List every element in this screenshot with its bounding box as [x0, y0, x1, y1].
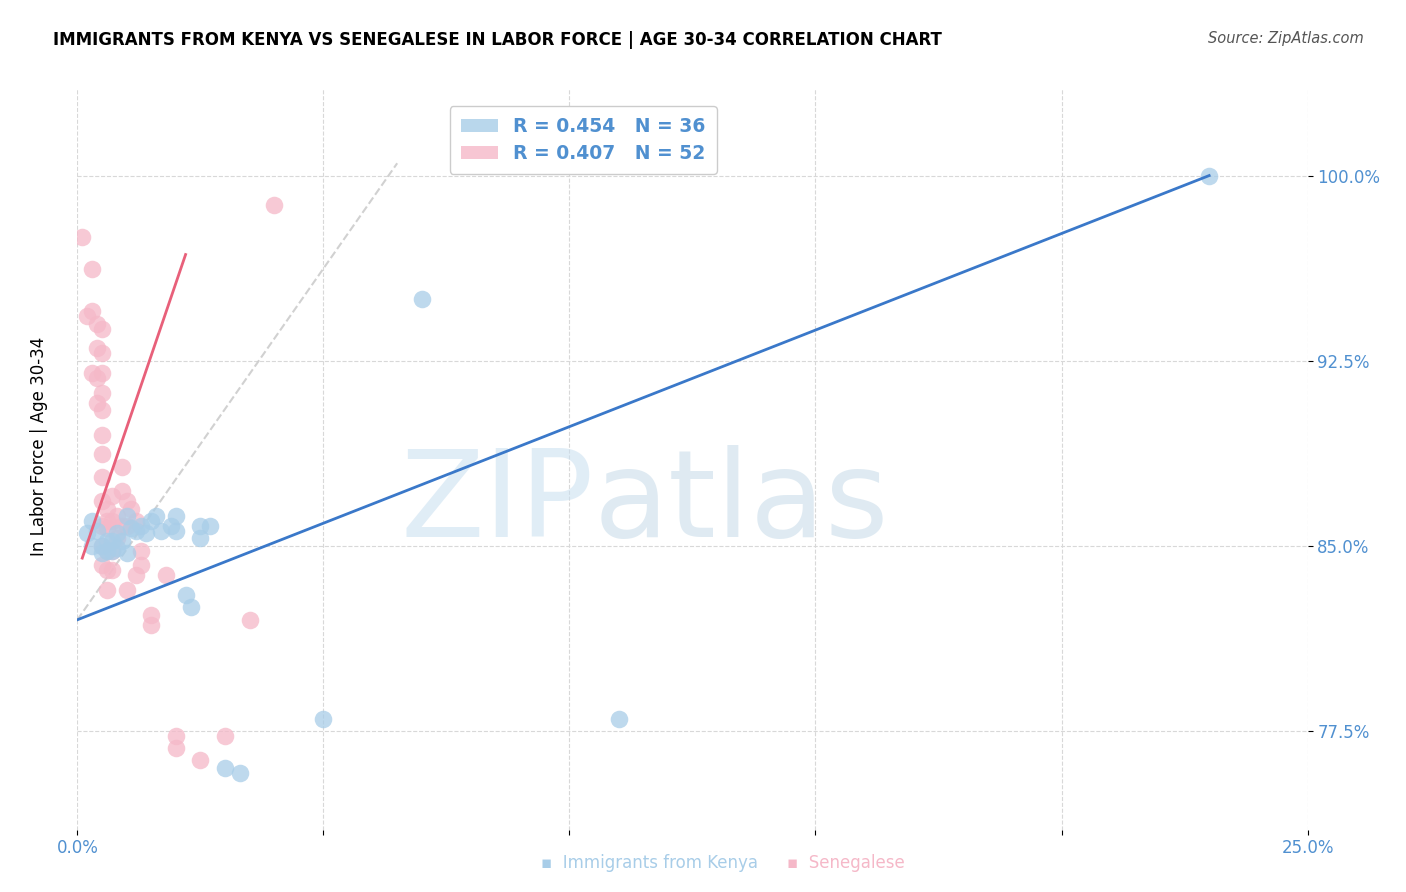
Point [101, 543, 124, 558]
Text: ZIP: ZIP [401, 445, 595, 562]
Point [312, 711, 335, 725]
Point [76, 526, 98, 541]
Point [96, 514, 118, 528]
Point [125, 524, 148, 538]
Point [86, 341, 108, 355]
Point [214, 761, 236, 775]
Text: IMMIGRANTS FROM KENYA VS SENEGALESE IN LABOR FORCE | AGE 30-34 CORRELATION CHART: IMMIGRANTS FROM KENYA VS SENEGALESE IN L… [53, 31, 942, 49]
Point [70, 230, 93, 244]
Point [101, 514, 124, 528]
Point [86, 524, 108, 538]
Point [90, 321, 114, 335]
Point [111, 484, 132, 499]
Point [121, 521, 143, 535]
Point [101, 533, 124, 548]
Point [145, 509, 167, 524]
Point [90, 519, 114, 533]
Point [200, 519, 222, 533]
Point [101, 543, 124, 558]
Text: atlas: atlas [595, 445, 890, 562]
Point [105, 509, 128, 524]
Text: ▪  Immigrants from Kenya: ▪ Immigrants from Kenya [541, 855, 758, 872]
Point [82, 366, 104, 380]
Point [141, 514, 163, 528]
Point [90, 346, 114, 360]
Point [160, 519, 183, 533]
Point [90, 539, 114, 553]
Point [111, 519, 132, 533]
Point [214, 729, 236, 743]
Point [96, 533, 118, 548]
Point [180, 600, 202, 615]
Point [165, 741, 187, 756]
Point [155, 568, 177, 582]
Point [188, 532, 212, 546]
Point [90, 427, 114, 442]
Point [90, 447, 114, 461]
Point [86, 395, 108, 409]
Point [115, 546, 138, 560]
Point [90, 539, 114, 553]
Point [105, 532, 128, 546]
Point [90, 558, 114, 573]
Point [188, 519, 212, 533]
Point [125, 514, 148, 528]
Point [121, 501, 143, 516]
Point [90, 494, 114, 508]
Point [165, 524, 187, 538]
Point [96, 501, 118, 516]
Point [165, 729, 187, 743]
Point [141, 607, 163, 622]
Point [174, 588, 197, 602]
Text: In Labor Force | Age 30-34: In Labor Force | Age 30-34 [31, 336, 48, 556]
Point [150, 524, 173, 538]
Point [239, 613, 262, 627]
Point [115, 509, 138, 524]
Point [82, 514, 104, 528]
Legend: R = 0.454   N = 36, R = 0.407   N = 52: R = 0.454 N = 36, R = 0.407 N = 52 [450, 106, 717, 174]
Point [96, 583, 118, 598]
Text: Source: ZipAtlas.com: Source: ZipAtlas.com [1208, 31, 1364, 46]
Point [96, 543, 118, 558]
Point [105, 541, 128, 556]
Point [90, 546, 114, 560]
Point [165, 509, 187, 524]
Point [228, 765, 252, 780]
Point [86, 317, 108, 331]
Point [82, 262, 104, 277]
Point [115, 494, 138, 508]
Point [129, 558, 153, 573]
Point [82, 539, 104, 553]
Point [86, 371, 108, 385]
Point [90, 469, 114, 483]
Point [76, 310, 98, 324]
Point [82, 304, 104, 318]
Point [135, 526, 157, 541]
Point [96, 521, 118, 535]
Point [125, 568, 148, 582]
Point [105, 526, 128, 541]
Point [141, 617, 163, 632]
Point [607, 711, 630, 725]
Point [129, 543, 153, 558]
Point [96, 543, 118, 558]
Point [115, 519, 138, 533]
Point [101, 489, 124, 503]
Point [1198, 169, 1220, 183]
Point [90, 403, 114, 417]
Point [90, 366, 114, 380]
Point [111, 459, 132, 474]
Point [96, 563, 118, 577]
Point [411, 292, 433, 306]
Point [90, 385, 114, 400]
Point [101, 563, 124, 577]
Point [188, 754, 212, 768]
Point [263, 198, 285, 212]
Text: ▪  Senegalese: ▪ Senegalese [787, 855, 905, 872]
Point [111, 533, 132, 548]
Point [115, 583, 138, 598]
Point [129, 519, 153, 533]
